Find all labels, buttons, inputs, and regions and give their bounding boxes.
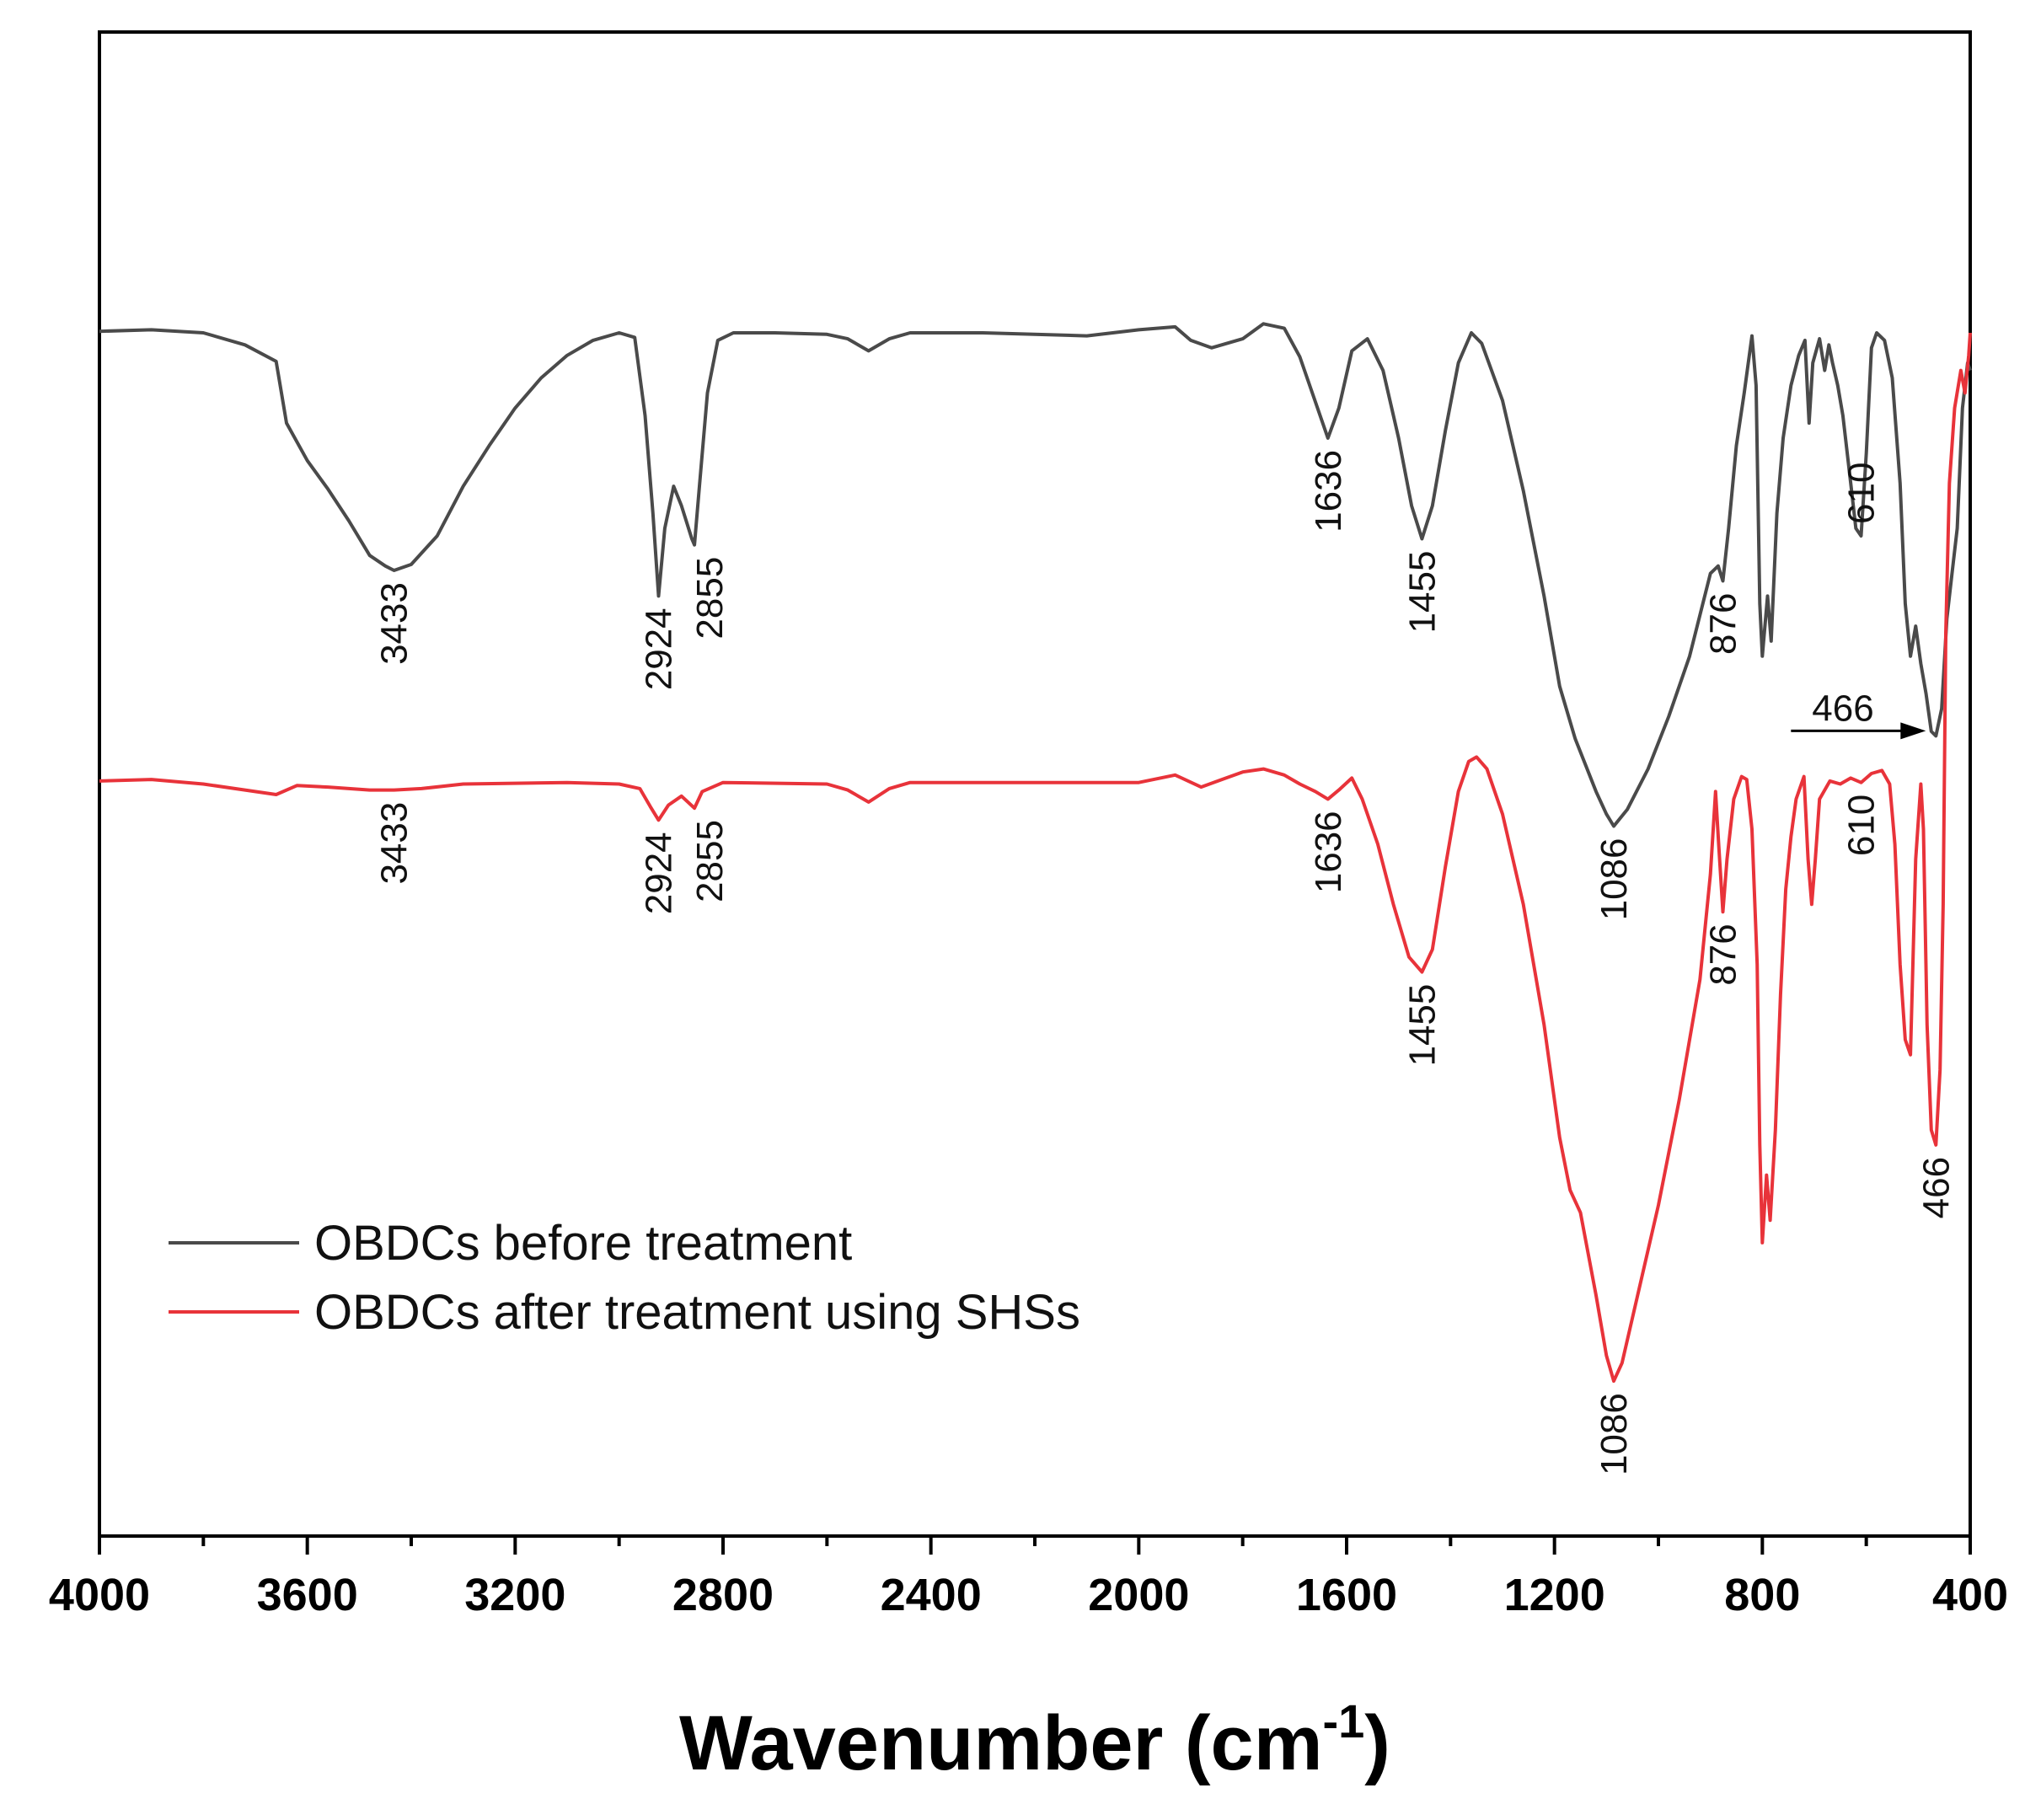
peak-label: 3433	[374, 802, 415, 885]
x-axis-ticks: 4000 3600 3200 2800 2400 2000 1600 1200 800 400	[49, 1536, 2008, 1620]
peak-label: 1636	[1308, 811, 1349, 893]
peak-label: 610	[1841, 795, 1883, 856]
peak-arrow-head	[1900, 722, 1926, 740]
x-tick-label: 2400	[881, 1570, 982, 1620]
x-tick-label: 800	[1724, 1570, 1800, 1620]
x-tick-label: 4000	[49, 1570, 150, 1620]
peak-label: 1455	[1401, 551, 1443, 634]
legend: OBDCs before treatment OBDCs after treat…	[169, 1216, 1080, 1340]
peak-label: 466	[1812, 688, 1873, 729]
peak-label: 610	[1841, 463, 1883, 524]
series-group	[99, 322, 1972, 1384]
peak-label: 2924	[639, 832, 680, 914]
series-line-before-treatment	[99, 322, 1972, 828]
peak-label: 1455	[1401, 984, 1443, 1067]
peak-label: 466	[1915, 1157, 1957, 1218]
peak-label: 1636	[1308, 450, 1349, 533]
x-tick-label: 2000	[1088, 1570, 1189, 1620]
x-axis-title: Wavenumber (cm-1)	[679, 1694, 1390, 1786]
x-tick-label: 400	[1932, 1570, 2008, 1620]
peak-label: 3433	[374, 582, 415, 665]
x-tick-label: 3200	[464, 1570, 565, 1620]
peak-label: 1086	[1594, 838, 1635, 920]
x-tick-label: 1600	[1296, 1570, 1397, 1620]
series-line-after-treatment	[99, 332, 1972, 1384]
peak-label: 2924	[639, 608, 680, 690]
x-tick-label: 1200	[1504, 1570, 1605, 1620]
x-tick-label: 3600	[257, 1570, 358, 1620]
peak-label: 2855	[689, 557, 731, 640]
peak-label: 1086	[1594, 1393, 1635, 1475]
x-tick-label: 2800	[672, 1570, 774, 1620]
peak-label: 876	[1702, 593, 1744, 655]
peak-label: 2855	[689, 820, 731, 902]
legend-label-before: OBDCs before treatment	[314, 1216, 852, 1271]
peak-label: 876	[1702, 923, 1744, 985]
legend-label-after: OBDCs after treatment using SHSs	[314, 1285, 1080, 1340]
